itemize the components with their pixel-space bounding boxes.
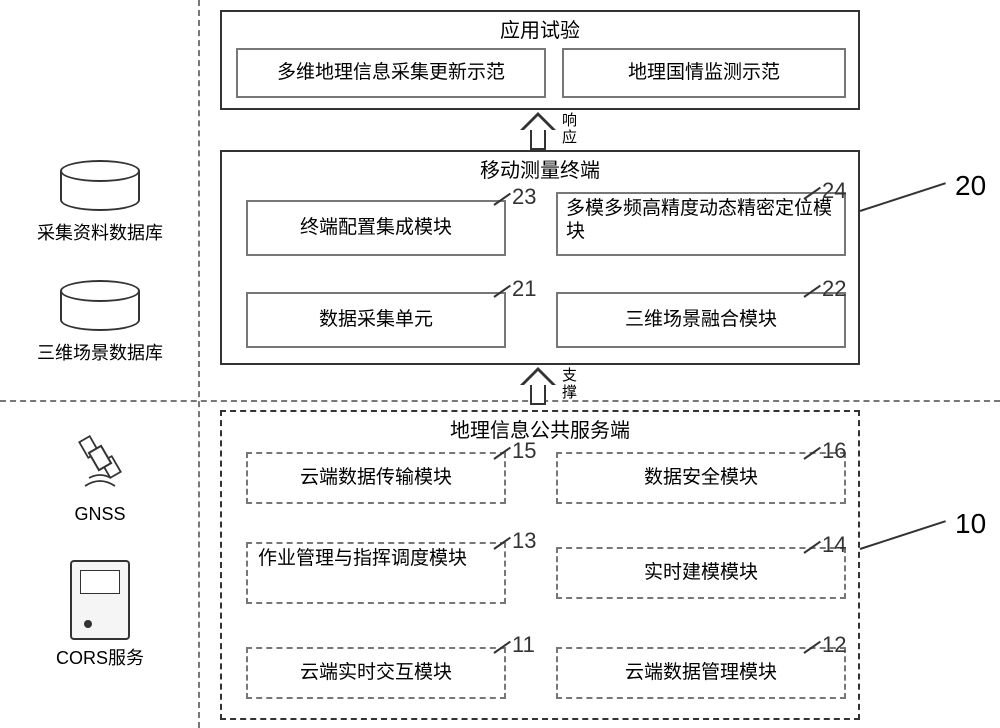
server-title: 地理信息公共服务端 (222, 414, 858, 443)
terminal-block: 移动测量终端 终端配置集成模块 23 多模多频高精度动态精密定位模块 24 数据… (220, 150, 860, 365)
mod-14: 实时建模模块 (556, 547, 846, 599)
db-collection: 采集资料数据库 (10, 160, 190, 245)
arrow-respond (520, 112, 556, 150)
gnss-label: GNSS (10, 504, 190, 525)
cylinder-icon (60, 280, 140, 335)
num-12: 12 (822, 632, 846, 658)
mod-geo-collect: 多维地理信息采集更新示范 (236, 48, 546, 98)
mod-12: 云端数据管理模块 (556, 647, 846, 699)
server-block: 地理信息公共服务端 云端数据传输模块 15 数据安全模块 16 作业管理与指挥调… (220, 410, 860, 720)
lead-20 (860, 182, 946, 212)
mod-23: 终端配置集成模块 (246, 200, 506, 256)
label-20: 20 (955, 170, 986, 202)
server-icon (70, 560, 130, 640)
label-10: 10 (955, 508, 986, 540)
satellite-icon (75, 420, 125, 500)
num-23: 23 (512, 184, 536, 210)
diagram-canvas: 采集资料数据库 三维场景数据库 GNSS CORS服务 (0, 0, 1000, 728)
app-test-block: 应用试验 多维地理信息采集更新示范 地理国情监测示范 (220, 10, 860, 110)
mod-geo-monitor: 地理国情监测示范 (562, 48, 846, 98)
gnss-item: GNSS (10, 420, 190, 525)
arrow-respond-label: 响应 (558, 112, 579, 146)
mod-11: 云端实时交互模块 (246, 647, 506, 699)
left-sidebar: 采集资料数据库 三维场景数据库 GNSS CORS服务 (0, 0, 200, 728)
num-21: 21 (512, 276, 536, 302)
num-22: 22 (822, 276, 846, 302)
terminal-title: 移动测量终端 (222, 154, 858, 183)
num-11: 11 (512, 632, 535, 658)
mod-15: 云端数据传输模块 (246, 452, 506, 504)
arrow-support (520, 367, 556, 405)
num-24: 24 (822, 178, 846, 204)
mod-22: 三维场景融合模块 (556, 292, 846, 348)
divider-line (0, 400, 1000, 402)
arrow-support-label: 支撑 (558, 367, 579, 401)
mod-13: 作业管理与指挥调度模块 (246, 542, 506, 604)
cors-label: CORS服务 (10, 644, 190, 670)
cors-item: CORS服务 (10, 560, 190, 670)
num-14: 14 (822, 532, 846, 558)
db-scene-label: 三维场景数据库 (10, 339, 190, 365)
num-16: 16 (822, 438, 846, 464)
cylinder-icon (60, 160, 140, 215)
mod-24: 多模多频高精度动态精密定位模块 (556, 192, 846, 256)
mod-21: 数据采集单元 (246, 292, 506, 348)
db-scene: 三维场景数据库 (10, 280, 190, 365)
num-13: 13 (512, 528, 536, 554)
num-15: 15 (512, 438, 536, 464)
main-area: 应用试验 多维地理信息采集更新示范 地理国情监测示范 响应 移动测量终端 终端配… (200, 0, 1000, 728)
app-test-title: 应用试验 (222, 14, 858, 43)
db-collection-label: 采集资料数据库 (10, 219, 190, 245)
mod-16: 数据安全模块 (556, 452, 846, 504)
lead-10 (860, 520, 946, 550)
